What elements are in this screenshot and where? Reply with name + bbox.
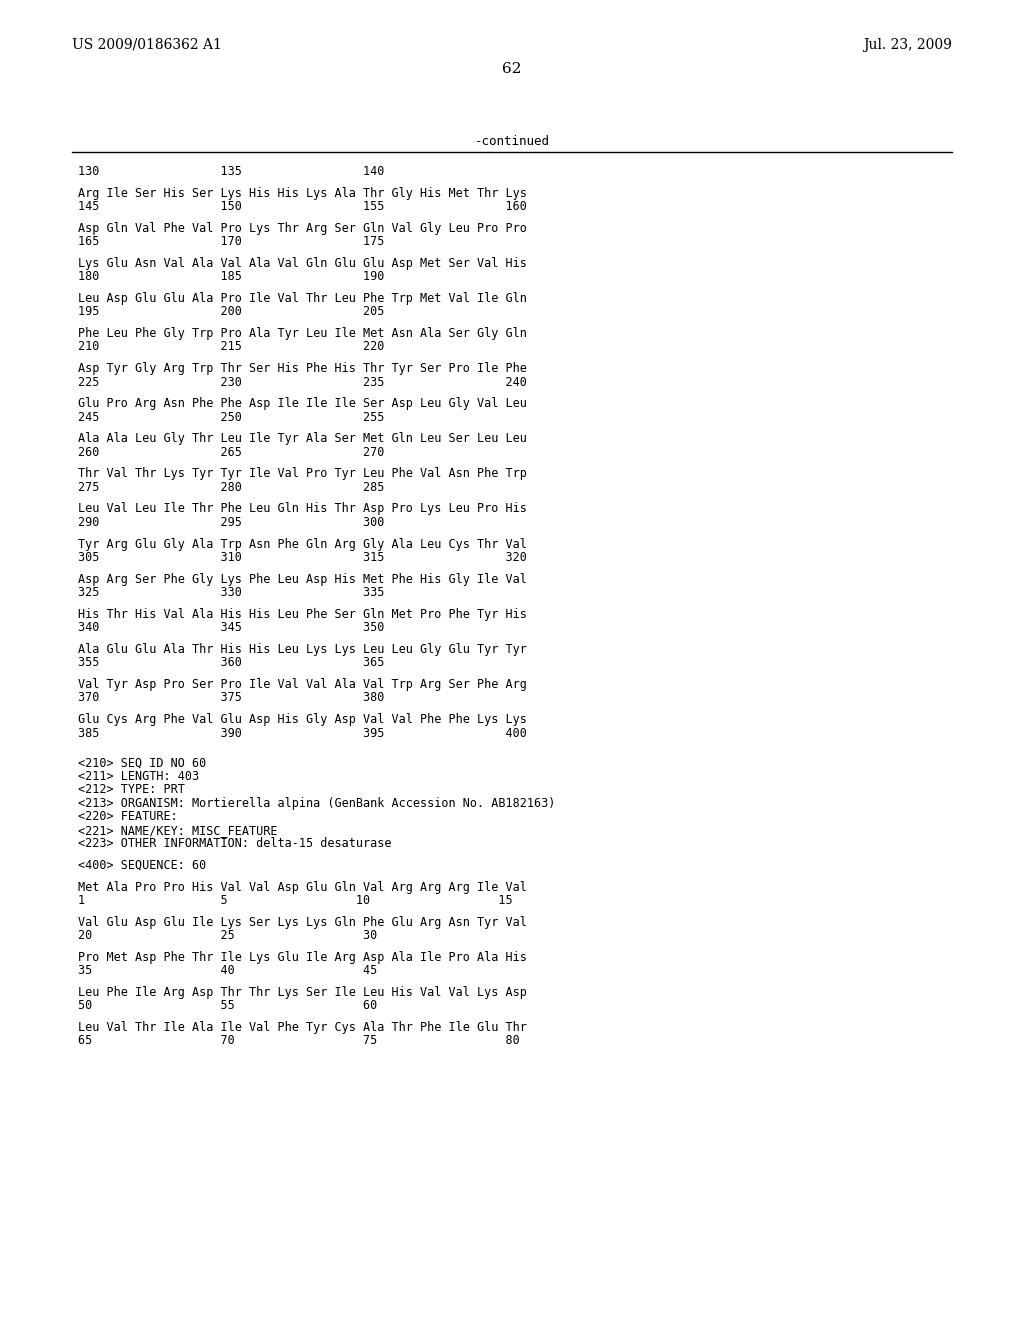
Text: Tyr Arg Glu Gly Ala Trp Asn Phe Gln Arg Gly Ala Leu Cys Thr Val: Tyr Arg Glu Gly Ala Trp Asn Phe Gln Arg … bbox=[78, 537, 527, 550]
Text: Lys Glu Asn Val Ala Val Ala Val Gln Glu Glu Asp Met Ser Val His: Lys Glu Asn Val Ala Val Ala Val Gln Glu … bbox=[78, 257, 527, 269]
Text: <212> TYPE: PRT: <212> TYPE: PRT bbox=[78, 783, 185, 796]
Text: Pro Met Asp Phe Thr Ile Lys Glu Ile Arg Asp Ala Ile Pro Ala His: Pro Met Asp Phe Thr Ile Lys Glu Ile Arg … bbox=[78, 950, 527, 964]
Text: <213> ORGANISM: Mortierella alpina (GenBank Accession No. AB182163): <213> ORGANISM: Mortierella alpina (GenB… bbox=[78, 797, 555, 809]
Text: Val Tyr Asp Pro Ser Pro Ile Val Val Ala Val Trp Arg Ser Phe Arg: Val Tyr Asp Pro Ser Pro Ile Val Val Ala … bbox=[78, 678, 527, 690]
Text: Asp Gln Val Phe Val Pro Lys Thr Arg Ser Gln Val Gly Leu Pro Pro: Asp Gln Val Phe Val Pro Lys Thr Arg Ser … bbox=[78, 222, 527, 235]
Text: <221> NAME/KEY: MISC_FEATURE: <221> NAME/KEY: MISC_FEATURE bbox=[78, 824, 278, 837]
Text: Arg Ile Ser His Ser Lys His His Lys Ala Thr Gly His Met Thr Lys: Arg Ile Ser His Ser Lys His His Lys Ala … bbox=[78, 186, 527, 199]
Text: 290                 295                 300: 290 295 300 bbox=[78, 516, 384, 529]
Text: 260                 265                 270: 260 265 270 bbox=[78, 446, 384, 459]
Text: <223> OTHER INFORMATION: delta-15 desaturase: <223> OTHER INFORMATION: delta-15 desatu… bbox=[78, 837, 391, 850]
Text: Jul. 23, 2009: Jul. 23, 2009 bbox=[863, 38, 952, 51]
Text: 355                 360                 365: 355 360 365 bbox=[78, 656, 384, 669]
Text: Met Ala Pro Pro His Val Val Asp Glu Gln Val Arg Arg Arg Ile Val: Met Ala Pro Pro His Val Val Asp Glu Gln … bbox=[78, 880, 527, 894]
Text: 325                 330                 335: 325 330 335 bbox=[78, 586, 384, 599]
Text: Ala Ala Leu Gly Thr Leu Ile Tyr Ala Ser Met Gln Leu Ser Leu Leu: Ala Ala Leu Gly Thr Leu Ile Tyr Ala Ser … bbox=[78, 432, 527, 445]
Text: 385                 390                 395                 400: 385 390 395 400 bbox=[78, 726, 527, 739]
Text: Leu Val Leu Ile Thr Phe Leu Gln His Thr Asp Pro Lys Leu Pro His: Leu Val Leu Ile Thr Phe Leu Gln His Thr … bbox=[78, 503, 527, 516]
Text: 35                  40                  45: 35 40 45 bbox=[78, 964, 377, 977]
Text: US 2009/0186362 A1: US 2009/0186362 A1 bbox=[72, 38, 222, 51]
Text: 245                 250                 255: 245 250 255 bbox=[78, 411, 384, 424]
Text: <400> SEQUENCE: 60: <400> SEQUENCE: 60 bbox=[78, 859, 206, 873]
Text: 62: 62 bbox=[502, 62, 522, 77]
Text: 165                 170                 175: 165 170 175 bbox=[78, 235, 384, 248]
Text: Leu Asp Glu Glu Ala Pro Ile Val Thr Leu Phe Trp Met Val Ile Gln: Leu Asp Glu Glu Ala Pro Ile Val Thr Leu … bbox=[78, 292, 527, 305]
Text: <210> SEQ ID NO 60: <210> SEQ ID NO 60 bbox=[78, 756, 206, 770]
Text: Glu Cys Arg Phe Val Glu Asp His Gly Asp Val Val Phe Phe Lys Lys: Glu Cys Arg Phe Val Glu Asp His Gly Asp … bbox=[78, 713, 527, 726]
Text: 50                  55                  60: 50 55 60 bbox=[78, 999, 377, 1012]
Text: 210                 215                 220: 210 215 220 bbox=[78, 341, 384, 354]
Text: 180                 185                 190: 180 185 190 bbox=[78, 271, 384, 284]
Text: Phe Leu Phe Gly Trp Pro Ala Tyr Leu Ile Met Asn Ala Ser Gly Gln: Phe Leu Phe Gly Trp Pro Ala Tyr Leu Ile … bbox=[78, 327, 527, 341]
Text: 305                 310                 315                 320: 305 310 315 320 bbox=[78, 550, 527, 564]
Text: <220> FEATURE:: <220> FEATURE: bbox=[78, 810, 178, 824]
Text: <211> LENGTH: 403: <211> LENGTH: 403 bbox=[78, 770, 199, 783]
Text: 130                 135                 140: 130 135 140 bbox=[78, 165, 384, 178]
Text: Val Glu Asp Glu Ile Lys Ser Lys Lys Gln Phe Glu Arg Asn Tyr Val: Val Glu Asp Glu Ile Lys Ser Lys Lys Gln … bbox=[78, 916, 527, 928]
Text: 225                 230                 235                 240: 225 230 235 240 bbox=[78, 376, 527, 388]
Text: Glu Pro Arg Asn Phe Phe Asp Ile Ile Ile Ser Asp Leu Gly Val Leu: Glu Pro Arg Asn Phe Phe Asp Ile Ile Ile … bbox=[78, 397, 527, 411]
Text: 195                 200                 205: 195 200 205 bbox=[78, 305, 384, 318]
Text: -continued: -continued bbox=[474, 135, 550, 148]
Text: Asp Arg Ser Phe Gly Lys Phe Leu Asp His Met Phe His Gly Ile Val: Asp Arg Ser Phe Gly Lys Phe Leu Asp His … bbox=[78, 573, 527, 586]
Text: Ala Glu Glu Ala Thr His His Leu Lys Lys Leu Leu Gly Glu Tyr Tyr: Ala Glu Glu Ala Thr His His Leu Lys Lys … bbox=[78, 643, 527, 656]
Text: 65                  70                  75                  80: 65 70 75 80 bbox=[78, 1035, 520, 1047]
Text: Thr Val Thr Lys Tyr Tyr Ile Val Pro Tyr Leu Phe Val Asn Phe Trp: Thr Val Thr Lys Tyr Tyr Ile Val Pro Tyr … bbox=[78, 467, 527, 480]
Text: 20                  25                  30: 20 25 30 bbox=[78, 929, 377, 942]
Text: 340                 345                 350: 340 345 350 bbox=[78, 622, 384, 635]
Text: 1                   5                  10                  15: 1 5 10 15 bbox=[78, 894, 513, 907]
Text: Leu Phe Ile Arg Asp Thr Thr Lys Ser Ile Leu His Val Val Lys Asp: Leu Phe Ile Arg Asp Thr Thr Lys Ser Ile … bbox=[78, 986, 527, 999]
Text: His Thr His Val Ala His His Leu Phe Ser Gln Met Pro Phe Tyr His: His Thr His Val Ala His His Leu Phe Ser … bbox=[78, 607, 527, 620]
Text: 145                 150                 155                 160: 145 150 155 160 bbox=[78, 201, 527, 213]
Text: Asp Tyr Gly Arg Trp Thr Ser His Phe His Thr Tyr Ser Pro Ile Phe: Asp Tyr Gly Arg Trp Thr Ser His Phe His … bbox=[78, 362, 527, 375]
Text: 275                 280                 285: 275 280 285 bbox=[78, 480, 384, 494]
Text: 370                 375                 380: 370 375 380 bbox=[78, 692, 384, 705]
Text: Leu Val Thr Ile Ala Ile Val Phe Tyr Cys Ala Thr Phe Ile Glu Thr: Leu Val Thr Ile Ala Ile Val Phe Tyr Cys … bbox=[78, 1020, 527, 1034]
